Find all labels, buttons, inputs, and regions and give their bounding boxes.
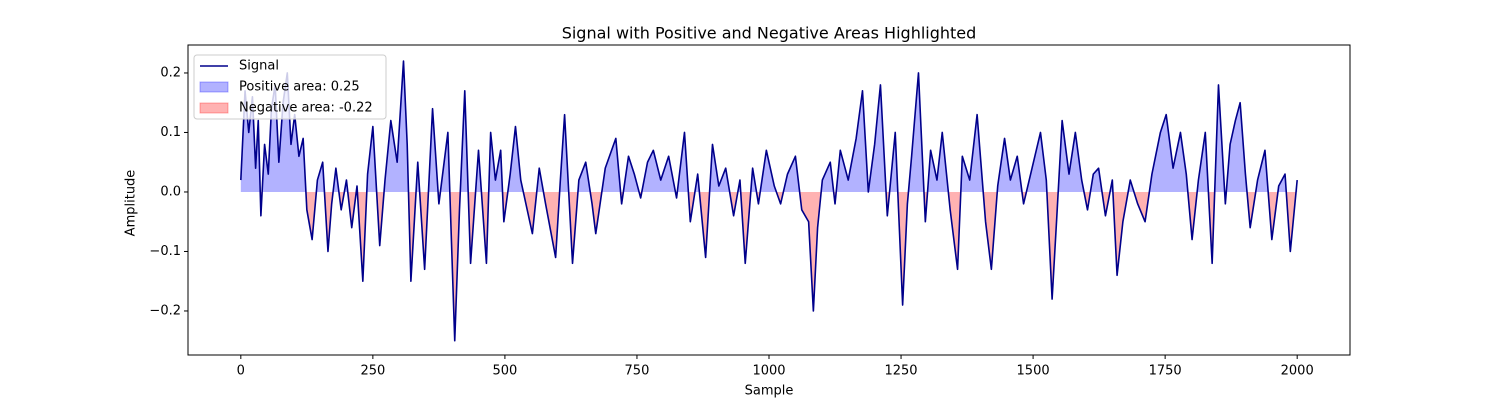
legend-label: Positive area: 0.25 xyxy=(239,80,360,95)
fill-area-negative xyxy=(260,191,1297,341)
y-tick-label: −0.2 xyxy=(149,303,181,318)
x-tick-label: 2000 xyxy=(1281,364,1314,379)
x-tick-label: 1750 xyxy=(1149,364,1182,379)
signal-line xyxy=(240,60,1298,342)
x-tick-label: 250 xyxy=(360,364,385,379)
x-tick-label: 1250 xyxy=(884,364,917,379)
y-axis-label: Amplitude xyxy=(124,170,139,237)
x-axis-label: Sample xyxy=(745,384,794,399)
legend-box xyxy=(193,54,387,120)
y-tick-label: −0.1 xyxy=(149,244,181,259)
x-tick-label: 750 xyxy=(625,364,650,379)
x-tick-label: 500 xyxy=(492,364,517,379)
plot-frame xyxy=(187,44,1351,356)
x-tick-label: 0 xyxy=(237,364,245,379)
legend-label: Negative area: -0.22 xyxy=(239,101,373,116)
chart-title: Signal with Positive and Negative Areas … xyxy=(562,24,977,43)
y-tick-label: 0.2 xyxy=(160,65,181,80)
legend-label: Signal xyxy=(239,59,279,74)
x-tick-label: 1500 xyxy=(1017,364,1050,379)
y-tick-label: 0.0 xyxy=(160,184,181,199)
legend-swatch xyxy=(199,81,229,93)
y-tick-label: 0.1 xyxy=(160,125,181,140)
legend-swatch xyxy=(199,102,229,114)
x-tick-label: 1000 xyxy=(752,364,785,379)
